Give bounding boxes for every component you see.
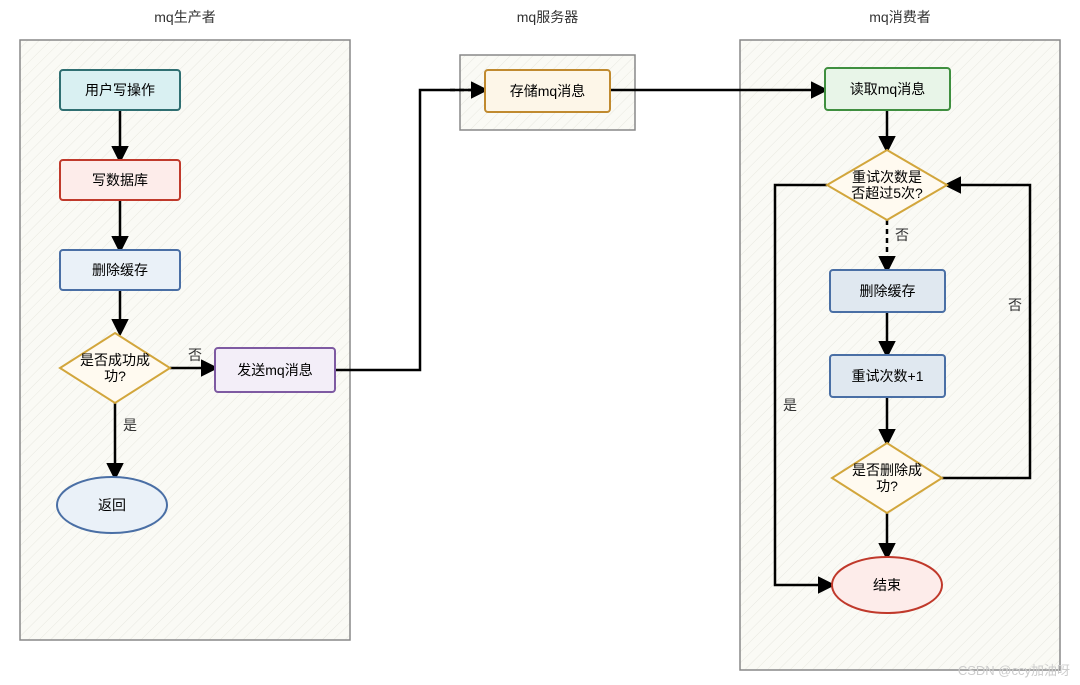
node-label-del_cache2: 删除缓存: [860, 283, 916, 299]
edge-label-8: 否: [895, 227, 909, 243]
edge-label-3: 否: [188, 347, 202, 363]
edge-label-12: 否: [1008, 297, 1022, 313]
node-label-read_mq: 读取mq消息: [850, 81, 925, 97]
node-label-store_mq: 存储mq消息: [510, 83, 585, 99]
node-label-send_mq: 发送mq消息: [237, 362, 312, 378]
node-label-retry_inc: 重试次数+1: [852, 368, 924, 384]
node-label-decision2: 重试次数是否超过5次?: [851, 169, 923, 201]
node-label-write_db: 写数据库: [92, 172, 148, 188]
edge-5: [335, 90, 485, 370]
container-title-server: mq服务器: [517, 9, 578, 25]
container-title-producer: mq生产者: [154, 9, 215, 25]
watermark: CSDN @ccy加油呀: [958, 663, 1070, 678]
node-label-return: 返回: [98, 497, 126, 513]
container-producer: [20, 40, 350, 640]
edge-label-13: 是: [783, 397, 797, 413]
node-label-user_write: 用户写操作: [85, 82, 155, 98]
edge-label-4: 是: [123, 417, 137, 433]
node-label-end: 结束: [873, 577, 901, 593]
node-label-del_cache1: 删除缓存: [92, 262, 148, 278]
container-title-consumer: mq消费者: [869, 9, 930, 25]
